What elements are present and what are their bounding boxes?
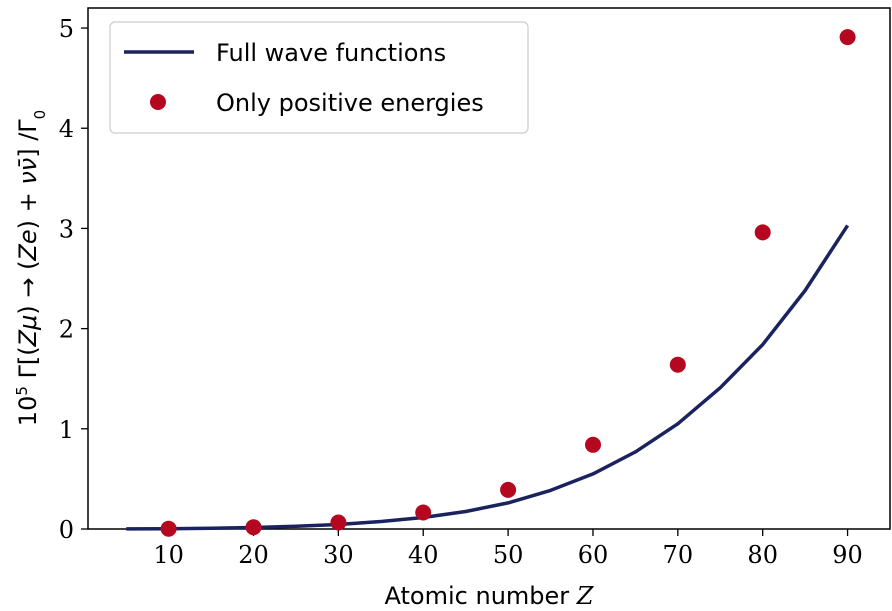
x-tick-label: 90	[832, 541, 863, 569]
legend-box	[109, 21, 529, 134]
x-tick-label: 80	[747, 541, 778, 569]
y-tick-label: 4	[59, 115, 74, 143]
x-axis-label: Atomic number Z	[385, 582, 595, 610]
data-point-only-positive-energies	[330, 514, 347, 531]
x-axis-ticks: 10 20 30 40 50 60 70 80 90	[153, 529, 863, 569]
series-line-full-wave-functions	[126, 224, 850, 531]
legend-label-only-positive-energies: Only positive energies	[216, 89, 484, 117]
x-tick-label: 70	[663, 541, 694, 569]
legend-dot-swatch	[150, 94, 166, 110]
data-point-only-positive-energies	[839, 29, 856, 46]
x-tick-label: 10	[153, 541, 184, 569]
y-tick-label: 2	[59, 316, 74, 344]
x-tick-label: 50	[493, 541, 524, 569]
series-layer	[126, 29, 856, 537]
data-point-only-positive-energies	[160, 520, 177, 537]
y-tick-label: 1	[59, 416, 74, 444]
data-point-only-positive-energies	[415, 504, 432, 521]
plot-frame	[87, 7, 891, 530]
x-tick-label: 60	[578, 541, 609, 569]
data-point-only-positive-energies	[754, 224, 771, 241]
x-tick-label: 30	[323, 541, 354, 569]
data-point-only-positive-energies	[585, 436, 601, 453]
legend-label-full-wave-functions: Full wave functions	[216, 39, 446, 67]
y-tick-label: 3	[59, 215, 74, 243]
y-axis-label: 105 Γ[(Zμ) → (Ze) + νν̄] /Γ0	[13, 110, 49, 426]
y-tick-label: 5	[59, 15, 74, 43]
x-tick-label: 40	[408, 541, 439, 569]
data-point-only-positive-energies	[669, 356, 686, 373]
y-axis-ticks: 0 1 2 3 4 5	[59, 15, 88, 544]
y-tick-label: 0	[59, 516, 74, 544]
data-point-only-positive-energies	[500, 481, 517, 498]
x-tick-label: 20	[238, 541, 269, 569]
data-point-only-positive-energies	[245, 519, 262, 536]
legend: Full wave functions Only positive energi…	[109, 21, 529, 134]
